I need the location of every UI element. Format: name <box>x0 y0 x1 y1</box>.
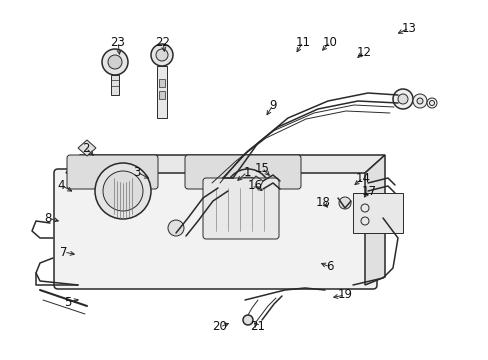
Bar <box>159 79 164 87</box>
Text: 2: 2 <box>82 141 90 154</box>
Polygon shape <box>78 140 96 156</box>
Circle shape <box>225 169 269 213</box>
Circle shape <box>338 197 350 209</box>
Text: 21: 21 <box>250 320 265 333</box>
Bar <box>352 193 402 233</box>
Text: 13: 13 <box>401 22 416 35</box>
Text: 18: 18 <box>315 195 330 208</box>
Circle shape <box>168 220 183 236</box>
FancyBboxPatch shape <box>67 155 158 189</box>
Circle shape <box>243 315 252 325</box>
FancyBboxPatch shape <box>54 169 376 289</box>
Text: 22: 22 <box>155 36 170 49</box>
Circle shape <box>412 94 426 108</box>
Bar <box>111 75 119 95</box>
Circle shape <box>108 55 122 69</box>
Circle shape <box>234 177 262 205</box>
Text: 11: 11 <box>295 36 310 49</box>
Bar <box>157 66 167 118</box>
Text: 8: 8 <box>44 212 52 225</box>
Circle shape <box>95 163 151 219</box>
Text: 7: 7 <box>60 246 68 258</box>
Text: 16: 16 <box>247 179 262 192</box>
Bar <box>159 91 164 99</box>
Text: 23: 23 <box>110 36 125 49</box>
Text: 15: 15 <box>254 162 269 175</box>
Text: 19: 19 <box>337 288 352 302</box>
Circle shape <box>103 171 142 211</box>
FancyBboxPatch shape <box>184 155 301 189</box>
Circle shape <box>241 184 254 198</box>
Text: 17: 17 <box>361 185 376 198</box>
Circle shape <box>426 98 436 108</box>
Text: 12: 12 <box>356 45 371 59</box>
Circle shape <box>151 44 173 66</box>
FancyBboxPatch shape <box>203 178 279 239</box>
Polygon shape <box>66 155 384 173</box>
Circle shape <box>392 89 412 109</box>
Circle shape <box>156 49 168 61</box>
Text: 5: 5 <box>64 296 72 309</box>
Circle shape <box>397 94 407 104</box>
Text: 1: 1 <box>243 166 250 179</box>
Text: 4: 4 <box>57 179 64 192</box>
Text: 10: 10 <box>322 36 337 49</box>
Text: 3: 3 <box>133 166 141 179</box>
Circle shape <box>102 49 128 75</box>
Circle shape <box>416 98 422 104</box>
Text: 9: 9 <box>269 99 276 112</box>
Polygon shape <box>364 155 384 285</box>
Text: 14: 14 <box>355 171 370 185</box>
Text: 6: 6 <box>325 261 333 274</box>
Text: 20: 20 <box>212 320 227 333</box>
